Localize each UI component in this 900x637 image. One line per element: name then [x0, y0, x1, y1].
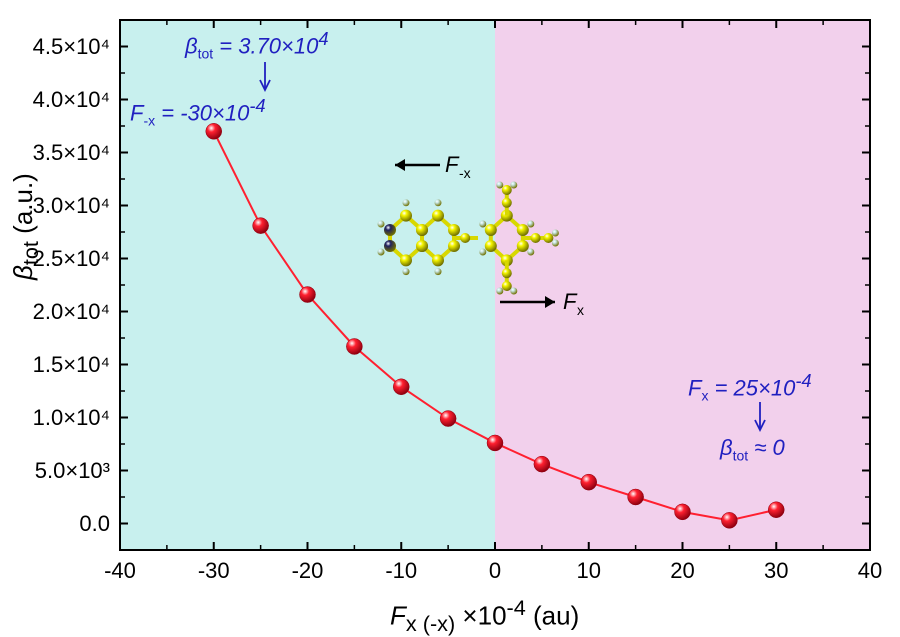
y-tick-label: 1.0×10⁴ [0, 405, 110, 431]
annotation-beta-right: βtot ≈ 0 [720, 435, 785, 463]
y-tick-label: 3.0×10⁴ [0, 193, 110, 219]
y-tick-label: 4.0×10⁴ [0, 87, 110, 113]
y-tick-label: 0.0 [0, 511, 110, 537]
y-tick-label: 5.0×10³ [0, 458, 110, 484]
y-tick-label: 4.5×10⁴ [0, 34, 110, 60]
x-tick-label: 40 [850, 558, 890, 584]
x-tick-label: -20 [288, 558, 328, 584]
x-tick-label: 10 [569, 558, 609, 584]
x-tick-label: 30 [756, 558, 796, 584]
annotation-beta-top: βtot = 3.70×104 [185, 28, 329, 62]
y-tick-label: 2.0×10⁴ [0, 299, 110, 325]
y-tick-label: 3.5×10⁴ [0, 140, 110, 166]
x-tick-label: -40 [100, 558, 140, 584]
svg-text:-x: -x [459, 165, 471, 181]
x-tick-label: 20 [663, 558, 703, 584]
x-tick-label: -30 [194, 558, 234, 584]
svg-text:F: F [445, 152, 460, 177]
annotation-fx-top: F-x = -30×10-4 [130, 95, 266, 129]
x-tick-label: 0 [475, 558, 515, 584]
molecule-diagram: F-xFx [345, 130, 685, 330]
svg-text:x: x [577, 302, 584, 318]
y-tick-label: 1.5×10⁴ [0, 352, 110, 378]
svg-text:F: F [563, 289, 578, 314]
y-tick-label: 2.5×10⁴ [0, 246, 110, 272]
chart-container: βtot (a.u.) Fx (-x) ×10-4 (au) -40-30-20… [0, 0, 900, 635]
annotation-fx-right: Fx = 25×10-4 [688, 370, 812, 404]
x-tick-label: -10 [381, 558, 421, 584]
x-axis-label: Fx (-x) ×10-4 (au) [390, 595, 579, 637]
